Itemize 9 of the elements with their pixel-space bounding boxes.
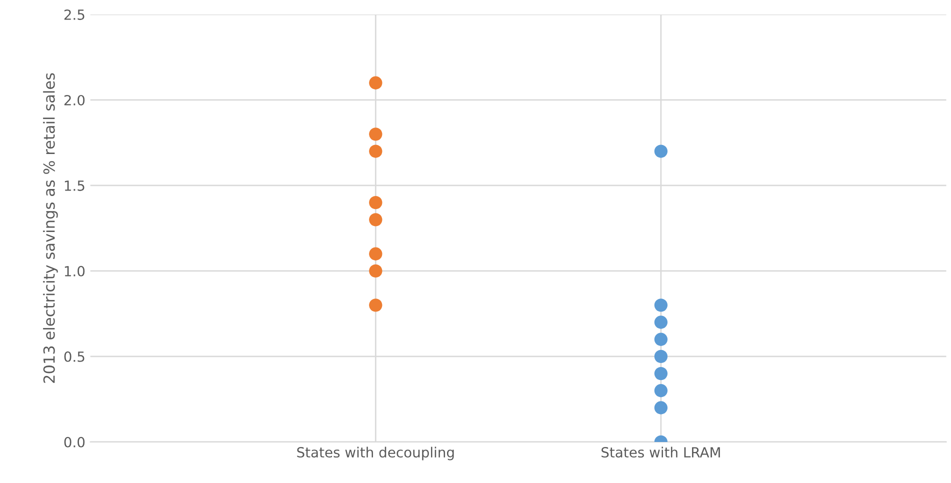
y-tick-label: 0.5 [64,351,84,362]
y-tick-label: 0.0 [64,436,85,448]
y-tick-label: 1.0 [64,266,85,276]
y-tick-label: 1.5 [64,180,84,191]
y-tick-label: 2.0 [64,94,85,106]
y-axis-title: 2013 electricity savings as % retail sales [43,73,58,383]
y-tick-label: 2.5 [64,9,84,20]
x-tick-label: States with LRAM [602,446,720,458]
x-tick-label: States with decoupling [297,446,454,460]
